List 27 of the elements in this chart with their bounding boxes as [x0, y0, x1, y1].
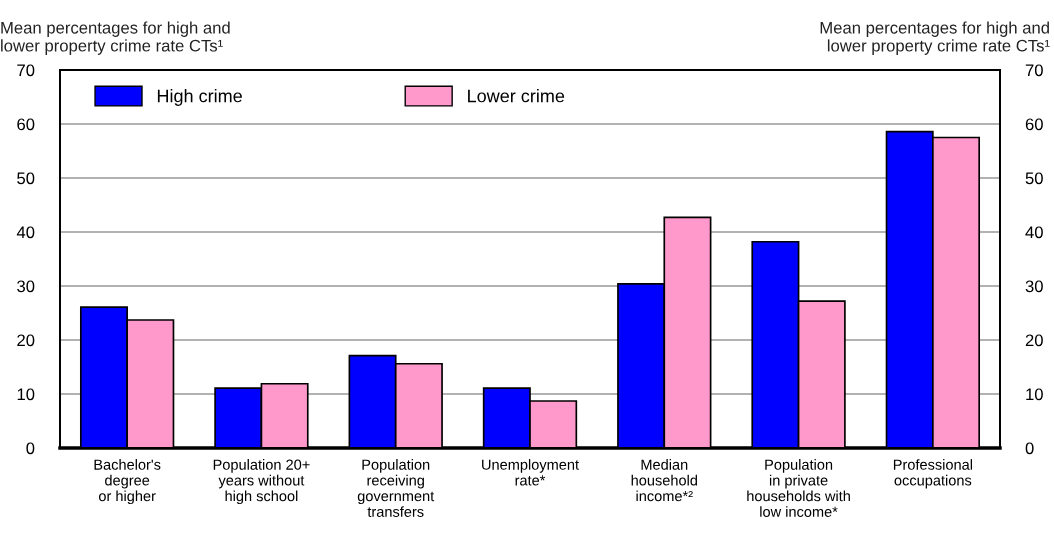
y-tick-label: 30: [17, 280, 35, 293]
y2-tick-label: 10: [1026, 388, 1043, 401]
y2-axis-title: Mean percentages for high and lower property crime rate CTs¹: [820, 21, 1050, 55]
y-axis-title: Mean percentages for high and lower property crime rate CTs¹: [1, 21, 230, 55]
y-tick-label: 50: [17, 172, 35, 185]
y2-tick-label: 20: [1025, 334, 1043, 347]
y2-tick-label: 30: [1025, 280, 1043, 293]
y2-tick-label: 60: [1025, 118, 1043, 131]
y-tick-label: 60: [17, 118, 35, 131]
y-tick-label: 10: [17, 388, 35, 401]
y2-tick-label: 70: [1025, 64, 1043, 77]
legend-label: Lower crime: [468, 89, 565, 103]
y2-tick-label: 0: [1025, 442, 1034, 455]
x-tick-label: Population in private households with low income*: [747, 459, 850, 517]
x-tick-label: Professional occupations: [893, 459, 973, 489]
y-tick-label: 0: [26, 442, 35, 455]
y-tick-label: 20: [17, 334, 35, 347]
y-tick-label: 40: [16, 226, 35, 239]
x-tick-label: Population receiving government transfers: [357, 459, 435, 517]
x-tick-label: Median household income*²: [631, 459, 697, 502]
x-tick-label: Unemployment rate*: [482, 459, 579, 486]
x-tick-label: Bachelor's degree or higher: [94, 459, 161, 505]
y2-tick-label: 40: [1025, 226, 1043, 239]
legend-label: High crime: [157, 89, 242, 106]
y-tick-label: 70: [17, 64, 35, 77]
y2-tick-label: 50: [1025, 172, 1043, 185]
x-tick-label: Population 20+ years without high school: [213, 459, 310, 505]
